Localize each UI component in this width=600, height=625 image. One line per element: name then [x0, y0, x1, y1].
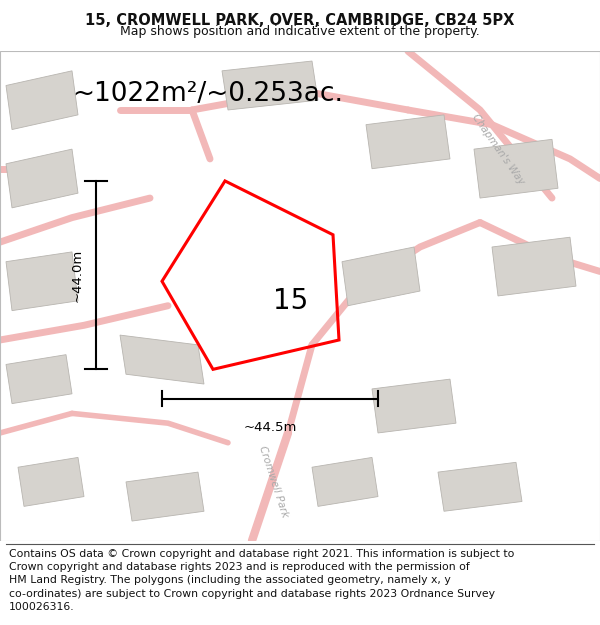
- Polygon shape: [6, 252, 78, 311]
- Text: Map shows position and indicative extent of the property.: Map shows position and indicative extent…: [120, 26, 480, 39]
- Polygon shape: [18, 458, 84, 506]
- Polygon shape: [120, 335, 204, 384]
- Polygon shape: [126, 472, 204, 521]
- Polygon shape: [6, 354, 72, 404]
- Polygon shape: [222, 61, 318, 110]
- Text: ~44.0m: ~44.0m: [70, 249, 83, 302]
- Text: ~1022m²/~0.253ac.: ~1022m²/~0.253ac.: [72, 81, 343, 107]
- Polygon shape: [342, 247, 420, 306]
- Polygon shape: [372, 379, 456, 433]
- Text: Contains OS data © Crown copyright and database right 2021. This information is : Contains OS data © Crown copyright and d…: [9, 549, 514, 612]
- Polygon shape: [6, 71, 78, 129]
- Text: ~44.5m: ~44.5m: [244, 421, 296, 434]
- Text: 15: 15: [273, 287, 308, 315]
- Text: 15, CROMWELL PARK, OVER, CAMBRIDGE, CB24 5PX: 15, CROMWELL PARK, OVER, CAMBRIDGE, CB24…: [85, 12, 515, 28]
- Polygon shape: [6, 149, 78, 208]
- Text: Chapman's Way: Chapman's Way: [470, 112, 526, 186]
- Polygon shape: [438, 462, 522, 511]
- Polygon shape: [474, 139, 558, 198]
- Polygon shape: [366, 115, 450, 169]
- Polygon shape: [492, 238, 576, 296]
- Text: Cromwell Park: Cromwell Park: [257, 445, 289, 519]
- Polygon shape: [312, 458, 378, 506]
